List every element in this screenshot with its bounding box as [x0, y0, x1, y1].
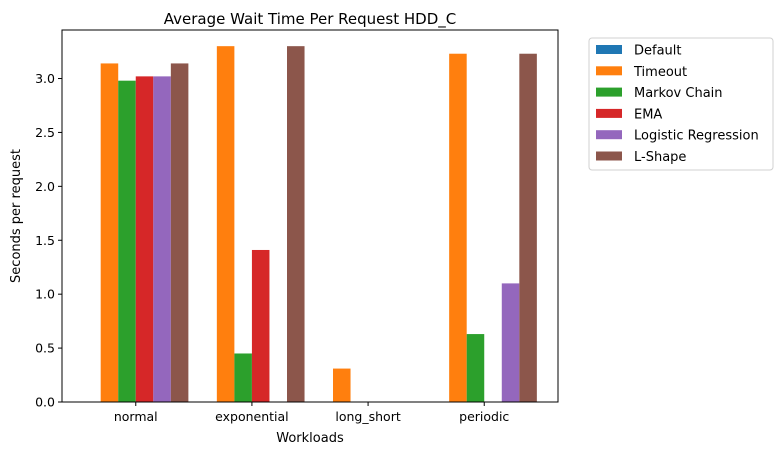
y-tick-label: 1.0	[35, 287, 55, 302]
bars-group	[100, 46, 537, 403]
plot-frame	[61, 29, 559, 403]
legend-swatch	[596, 130, 622, 140]
legend-swatch	[596, 45, 622, 54]
y-tick-label: 2.5	[35, 125, 55, 140]
bar-timeout-exponential	[216, 46, 235, 403]
legend-label: Timeout	[633, 65, 687, 80]
bar-logistic-regression-periodic	[501, 283, 520, 402]
legend-label: EMA	[634, 107, 662, 122]
y-tick-label: 1.5	[35, 233, 55, 248]
bar-logistic-regression-normal	[153, 76, 171, 403]
bar-l-shape-exponential	[287, 46, 305, 403]
bar-l-shape-normal	[170, 63, 189, 403]
legend-label: Markov Chain	[634, 86, 723, 101]
legend-swatch	[596, 151, 622, 161]
y-tick-label: 0.5	[35, 341, 55, 356]
y-axis: 0.0 0.5 1.0 1.5 2.0 2.5 3.0	[35, 71, 62, 410]
y-tick-label: 3.0	[35, 71, 55, 86]
x-axis-label: Workloads	[276, 431, 344, 446]
bar-markov-chain-periodic	[466, 334, 485, 402]
y-tick-label: 2.0	[35, 179, 55, 194]
legend-swatch	[596, 108, 622, 118]
legend-frame	[588, 37, 774, 171]
x-tick-label: normal	[114, 409, 158, 424]
y-tick-label: 0.0	[35, 395, 55, 410]
bar-l-shape-periodic	[519, 53, 537, 402]
bar-ema-exponential	[251, 249, 270, 402]
bar-ema-normal	[135, 76, 154, 403]
bar-markov-chain-exponential	[234, 353, 252, 402]
x-tick-label: exponential	[215, 409, 289, 424]
bar-timeout-long-short	[333, 368, 351, 402]
bar-markov-chain-normal	[118, 80, 136, 403]
legend-label: Default	[634, 44, 682, 59]
chart-title: Average Wait Time Per Request HDD_C	[164, 10, 456, 29]
x-tick-label: periodic	[459, 409, 509, 424]
y-axis-label: Seconds per request	[9, 149, 24, 283]
legend: Default Timeout Markov Chain EMA Logistic Re…	[588, 37, 774, 171]
legend-label: L-Shape	[634, 150, 686, 165]
legend-label: Logistic Regression	[634, 129, 759, 144]
legend-swatch	[596, 87, 622, 97]
legend-swatch	[596, 66, 622, 76]
bar-timeout-normal	[100, 63, 119, 403]
x-axis: normal exponential long_short periodic	[114, 402, 509, 424]
x-tick-label: long_short	[335, 409, 400, 424]
bar-timeout-periodic	[449, 53, 467, 402]
